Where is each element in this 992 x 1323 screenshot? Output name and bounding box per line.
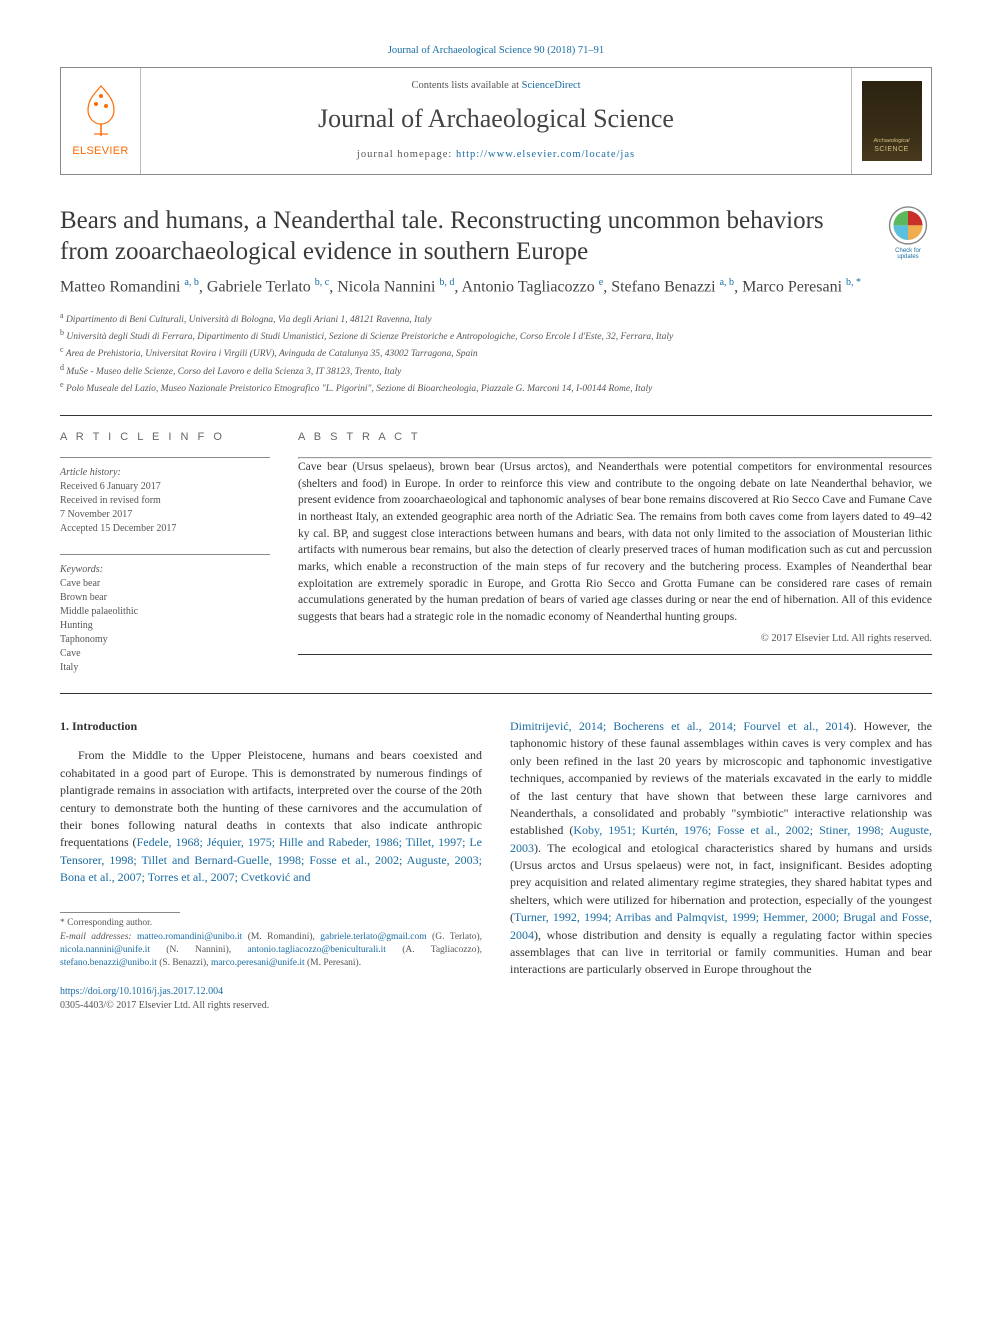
history-line: Received in revised form — [60, 494, 270, 508]
affiliation-line: d MuSe - Museo delle Scienze, Corso del … — [60, 362, 932, 379]
affiliation-line: e Polo Museale del Lazio, Museo Nazional… — [60, 379, 932, 396]
abstract-column: A B S T R A C T Cave bear (Ursus spelaeu… — [298, 430, 932, 675]
affiliation-line: b Università degli Studi di Ferrara, Dip… — [60, 327, 932, 344]
email-link[interactable]: marco.peresani@unife.it — [211, 958, 305, 968]
authors-line: Matteo Romandini a, b, Gabriele Terlato … — [60, 275, 932, 299]
homepage-prefix: journal homepage: — [357, 149, 456, 160]
sciencedirect-link[interactable]: ScienceDirect — [522, 80, 581, 91]
issn-copyright: 0305-4403/© 2017 Elsevier Ltd. All right… — [60, 1000, 269, 1011]
tree-logo-icon — [74, 82, 128, 142]
history-line: Accepted 15 December 2017 — [60, 522, 270, 536]
article-info-heading: A R T I C L E I N F O — [60, 430, 270, 445]
affiliations: a Dipartimento di Beni Culturali, Univer… — [60, 310, 932, 397]
keywords-label: Keywords: — [60, 563, 270, 577]
cover-image — [862, 81, 922, 161]
email-link[interactable]: gabriele.terlato@gmail.com — [320, 932, 426, 942]
crossmark-icon — [887, 205, 929, 246]
journal-name: Journal of Archaeological Science — [141, 101, 851, 137]
history-label: Article history: — [60, 466, 270, 480]
email-link[interactable]: antonio.tagliacozzo@beniculturali.it — [247, 945, 386, 955]
email-addresses: E-mail addresses: matteo.romandini@unibo… — [60, 931, 482, 971]
journal-header-box: ELSEVIER Contents lists available at Sci… — [60, 67, 932, 175]
article-title: Bears and humans, a Neanderthal tale. Re… — [60, 205, 864, 268]
header-center: Contents lists available at ScienceDirec… — [141, 79, 851, 163]
bottom-meta: https://doi.org/10.1016/j.jas.2017.12.00… — [60, 985, 482, 1014]
elsevier-logo[interactable]: ELSEVIER — [61, 68, 141, 174]
intro-text-4: ), whose distribution and density is equ… — [510, 928, 932, 977]
journal-cover-thumb[interactable] — [851, 68, 931, 174]
keyword: Brown bear — [60, 591, 270, 605]
doi-link[interactable]: https://doi.org/10.1016/j.jas.2017.12.00… — [60, 986, 223, 997]
abstract-heading: A B S T R A C T — [298, 430, 932, 445]
contents-line: Contents lists available at ScienceDirec… — [141, 79, 851, 94]
reference-link[interactable]: Dimitrijević, 2014; Bocherens et al., 20… — [510, 719, 850, 733]
body-col-left: 1. Introduction From the Middle to the U… — [60, 718, 482, 1014]
article-info-column: A R T I C L E I N F O Article history: R… — [60, 430, 270, 675]
intro-text-2: ). However, the taphonomic history of th… — [510, 719, 932, 837]
keyword: Taphonomy — [60, 633, 270, 647]
keyword: Middle palaeolithic — [60, 605, 270, 619]
email-link[interactable]: matteo.romandini@unibo.it — [137, 932, 242, 942]
abstract-text: Cave bear (Ursus spelaeus), brown bear (… — [298, 459, 932, 626]
section-heading: 1. Introduction — [60, 718, 482, 735]
elsevier-brand-text: ELSEVIER — [72, 144, 128, 159]
homepage-line: journal homepage: http://www.elsevier.co… — [141, 148, 851, 163]
citation-link[interactable]: Journal of Archaeological Science 90 (20… — [60, 44, 932, 59]
check-updates-badge[interactable]: Check for updates — [884, 205, 932, 261]
history-line: 7 November 2017 — [60, 508, 270, 522]
corresponding-note: * Corresponding author. — [60, 917, 482, 930]
check-updates-label: Check for updates — [884, 248, 932, 261]
body-col-right: Dimitrijević, 2014; Bocherens et al., 20… — [510, 718, 932, 1014]
keyword: Hunting — [60, 619, 270, 633]
divider — [60, 693, 932, 694]
homepage-link[interactable]: http://www.elsevier.com/locate/jas — [456, 149, 635, 160]
footnote-block: * Corresponding author. E-mail addresses… — [60, 912, 482, 970]
contents-prefix: Contents lists available at — [411, 80, 521, 91]
email-link[interactable]: nicola.nannini@unife.it — [60, 945, 150, 955]
keyword: Italy — [60, 661, 270, 675]
keyword: Cave — [60, 647, 270, 661]
affiliation-line: a Dipartimento di Beni Culturali, Univer… — [60, 310, 932, 327]
affiliation-line: c Area de Prehistoria, Universitat Rovir… — [60, 344, 932, 361]
history-line: Received 6 January 2017 — [60, 480, 270, 494]
abstract-copyright: © 2017 Elsevier Ltd. All rights reserved… — [298, 632, 932, 647]
divider — [60, 415, 932, 416]
email-link[interactable]: stefano.benazzi@unibo.it — [60, 958, 157, 968]
keyword: Cave bear — [60, 577, 270, 591]
